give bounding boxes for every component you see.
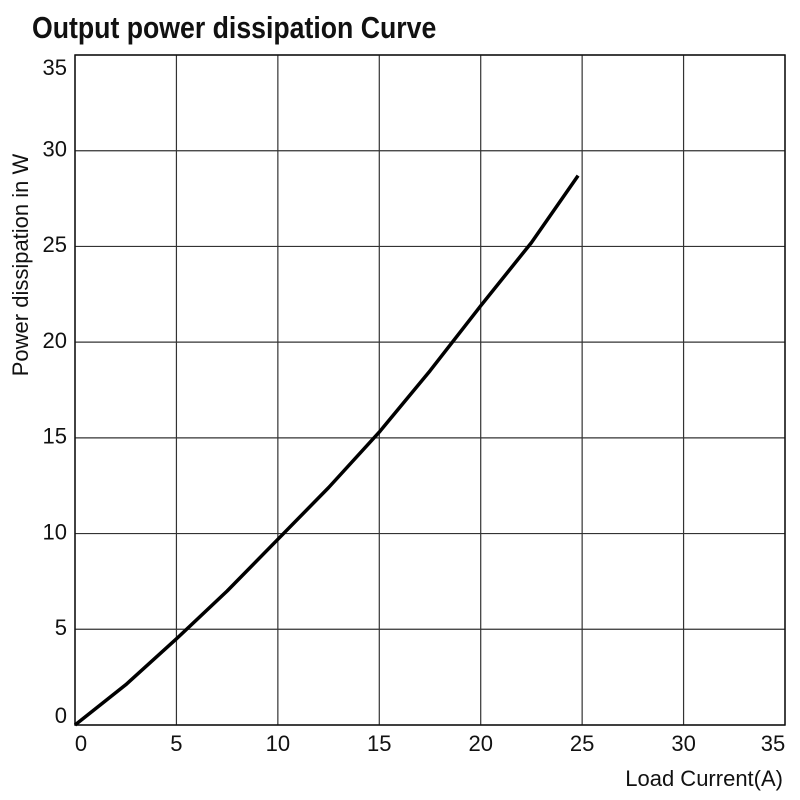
x-tick-label: 20 [468, 731, 492, 756]
y-tick-label: 35 [43, 55, 67, 80]
y-tick-label: 0 [55, 703, 67, 728]
x-axis-label: Load Current(A) [625, 766, 783, 791]
x-tick-label: 35 [761, 731, 785, 756]
data-line [73, 174, 580, 727]
x-tick-label: 10 [266, 731, 290, 756]
x-tick-label: 0 [75, 731, 87, 756]
y-tick-label: 15 [43, 424, 67, 449]
x-tick-label: 25 [570, 731, 594, 756]
y-tick-label: 5 [55, 615, 67, 640]
x-tick-label: 15 [367, 731, 391, 756]
chart-title: Output power dissipation Curve [32, 11, 436, 45]
x-tick-label: 30 [671, 731, 695, 756]
y-tick-label: 25 [43, 232, 67, 257]
y-tick-label: 10 [43, 519, 67, 544]
x-tick-label: 5 [170, 731, 182, 756]
y-tick-label: 30 [43, 137, 67, 162]
plot-border [74, 54, 786, 726]
y-tick-label: 20 [43, 328, 67, 353]
y-axis-label: Power dissipation in W [8, 154, 33, 377]
